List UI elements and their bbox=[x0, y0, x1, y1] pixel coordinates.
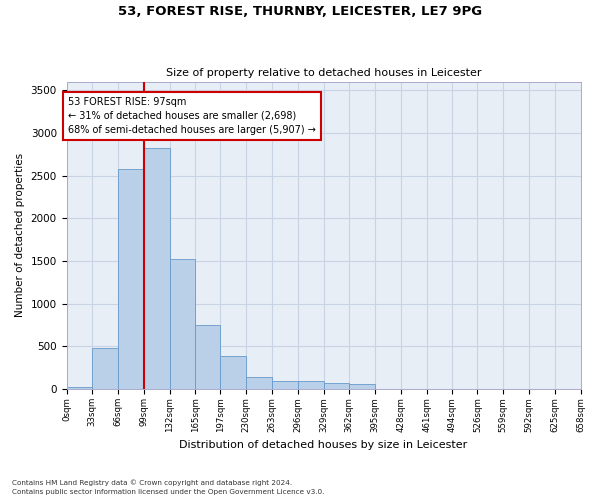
X-axis label: Distribution of detached houses by size in Leicester: Distribution of detached houses by size … bbox=[179, 440, 467, 450]
Bar bbox=[298, 382, 323, 389]
Bar bbox=[144, 148, 170, 389]
Y-axis label: Number of detached properties: Number of detached properties bbox=[15, 154, 25, 318]
Text: 53 FOREST RISE: 97sqm
← 31% of detached houses are smaller (2,698)
68% of semi-d: 53 FOREST RISE: 97sqm ← 31% of detached … bbox=[68, 97, 316, 135]
Bar bbox=[118, 168, 144, 389]
Bar bbox=[220, 356, 246, 389]
Bar bbox=[92, 348, 118, 389]
Bar bbox=[323, 383, 349, 389]
Bar bbox=[349, 384, 375, 389]
Title: Size of property relative to detached houses in Leicester: Size of property relative to detached ho… bbox=[166, 68, 481, 78]
Bar bbox=[67, 386, 92, 389]
Bar bbox=[272, 382, 298, 389]
Bar bbox=[246, 377, 272, 389]
Bar bbox=[170, 260, 196, 389]
Text: 53, FOREST RISE, THURNBY, LEICESTER, LE7 9PG: 53, FOREST RISE, THURNBY, LEICESTER, LE7… bbox=[118, 5, 482, 18]
Text: Contains HM Land Registry data © Crown copyright and database right 2024.
Contai: Contains HM Land Registry data © Crown c… bbox=[12, 480, 325, 495]
Bar bbox=[196, 325, 220, 389]
